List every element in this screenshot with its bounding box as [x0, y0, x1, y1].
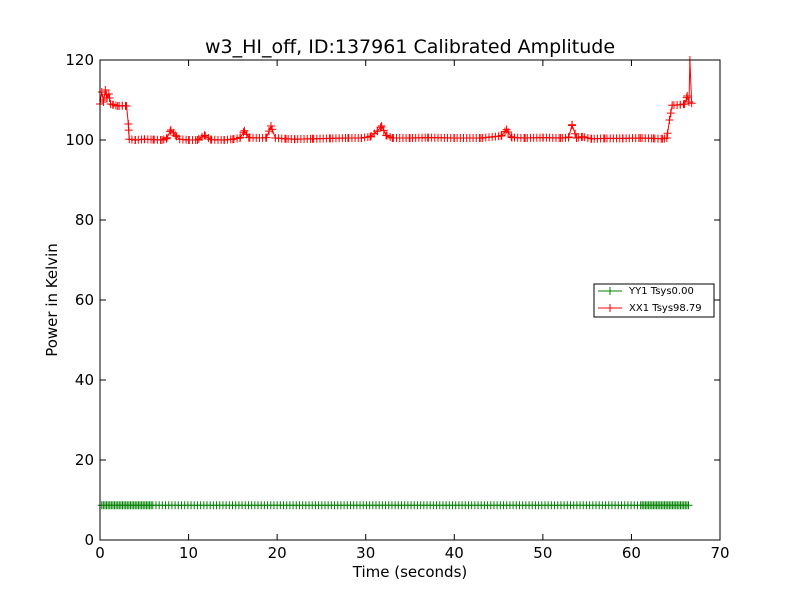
legend-box: [593, 283, 715, 318]
series-yy1-markers: [97, 501, 693, 510]
y-tick-label: 120: [65, 51, 94, 69]
legend-entry-xx1: XX1 Tsys98.79: [598, 303, 702, 314]
ticks-layer: 0 10 20 30 40 50 60 70 0 20 40 60 80 100 120: [65, 51, 729, 562]
y-tick-label: 20: [75, 451, 94, 469]
y-tick-label: 60: [75, 291, 94, 309]
series-xx1: [96, 56, 696, 144]
x-tick-label: 40: [445, 544, 464, 562]
y-tick-label: 0: [84, 531, 94, 549]
legend-entry-yy1: YY1 Tsys0.00: [598, 286, 694, 297]
x-axis-label: Time (seconds): [352, 563, 468, 581]
x-tick-label: 70: [710, 544, 729, 562]
y-axis-label: Power in Kelvin: [43, 243, 61, 357]
series-yy1: [97, 501, 693, 510]
y-tick-label: 40: [75, 371, 94, 389]
x-tick-label: 30: [356, 544, 375, 562]
x-tick-label: 60: [622, 544, 641, 562]
x-tick-label: 0: [95, 544, 105, 562]
legend-marker-xx1: [606, 304, 614, 312]
legend-label-xx1: XX1 Tsys98.79: [629, 303, 702, 314]
legend: YY1 Tsys0.00 XX1 Tsys98.79: [593, 283, 715, 318]
x-tick-label: 20: [268, 544, 287, 562]
y-tick-label: 100: [65, 131, 94, 149]
series-layer: [96, 56, 696, 510]
chart-title: w3_HI_off, ID:137961 Calibrated Amplitud…: [205, 36, 615, 58]
x-tick-label: 50: [533, 544, 552, 562]
legend-marker-yy1: [606, 287, 614, 295]
legend-label-yy1: YY1 Tsys0.00: [628, 286, 694, 297]
y-tick-label: 80: [75, 211, 94, 229]
x-tick-label: 10: [179, 544, 198, 562]
